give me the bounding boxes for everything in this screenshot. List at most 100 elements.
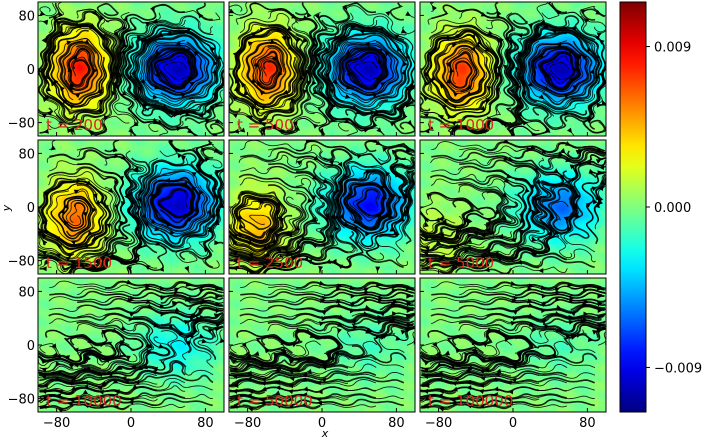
streamline-arrow	[554, 287, 561, 292]
streamline-arrow	[171, 300, 178, 306]
streamline	[379, 303, 414, 311]
streamline-arrow	[315, 397, 322, 403]
streamline-arrow	[74, 93, 81, 99]
streamline-arrow	[215, 102, 221, 108]
streamline-arrow	[294, 126, 300, 131]
streamline-arrow	[271, 55, 277, 62]
streamline-arrow	[302, 37, 308, 44]
streamline-arrow	[583, 299, 589, 305]
streamline-arrow	[593, 198, 598, 205]
streamline	[38, 239, 133, 264]
streamlines-4	[38, 140, 224, 274]
colorbar-tick-label: −0.009	[654, 361, 702, 376]
streamline	[420, 345, 439, 356]
streamline	[229, 208, 302, 251]
streamline	[404, 186, 415, 229]
streamline	[262, 100, 328, 136]
streamline-arrow	[391, 288, 397, 294]
streamline-arrow	[344, 94, 351, 99]
streamline-arrow	[483, 261, 490, 266]
streamline-arrow	[350, 24, 356, 30]
streamline-arrow	[104, 236, 109, 242]
streamline-arrow	[528, 207, 533, 214]
streamline-arrow	[66, 40, 72, 46]
streamline-arrow	[487, 30, 494, 36]
streamline-arrow	[110, 71, 116, 78]
streamline-arrow	[322, 47, 329, 52]
x-axis-label: x	[321, 427, 329, 440]
streamline-arrow	[331, 258, 337, 264]
streamline	[39, 403, 186, 409]
streamline-arrow	[173, 287, 180, 293]
streamline-arrow	[139, 78, 145, 85]
streamline-arrow	[405, 147, 411, 153]
streamlines-9	[420, 281, 606, 412]
streamline	[420, 199, 474, 235]
streamline	[420, 365, 512, 373]
streamline-arrow	[58, 121, 64, 127]
time-label: t = 100000	[428, 392, 513, 410]
streamline-arrow	[73, 189, 80, 195]
streamline-arrow	[87, 338, 93, 344]
streamline-arrow	[594, 35, 600, 41]
y-tick-label: 80	[18, 9, 35, 24]
streamline-arrow	[519, 74, 525, 81]
streamline	[159, 140, 178, 157]
streamline-arrow	[405, 285, 412, 291]
streamline	[420, 389, 457, 395]
streamline-arrow	[580, 8, 587, 14]
streamline-arrow	[260, 105, 266, 111]
x-tick-label: −80	[234, 416, 261, 431]
streamline-arrow	[406, 308, 412, 314]
streamline-arrow	[215, 323, 221, 328]
streamline-arrow	[282, 89, 289, 95]
streamline-arrow	[213, 60, 218, 66]
streamline	[323, 288, 414, 297]
panel-7: t = 10000	[37, 277, 225, 413]
streamline-arrow	[174, 147, 180, 153]
streamline	[421, 370, 568, 379]
panel-1: t = 200	[37, 1, 225, 137]
colorbar-tick-label: 0.000	[654, 201, 691, 216]
streamline-arrow	[392, 298, 398, 304]
streamline-arrow	[505, 49, 510, 55]
streamline-arrow	[243, 90, 249, 96]
streamline-arrow	[349, 302, 356, 308]
streamline-arrow	[132, 384, 138, 390]
y-tick-label: −80	[8, 255, 35, 270]
streamline-arrow	[405, 327, 411, 333]
streamlines-6	[420, 140, 606, 274]
streamline-arrow	[551, 352, 557, 358]
streamline-arrow	[357, 153, 363, 159]
streamline-arrow	[117, 365, 123, 371]
streamline-arrow	[351, 319, 357, 325]
streamline-arrow	[519, 212, 524, 219]
streamline-arrow	[428, 126, 434, 131]
streamline-arrow	[332, 79, 338, 85]
streamline-arrow	[507, 400, 513, 406]
streamline-arrow	[572, 66, 578, 73]
streamline	[195, 140, 214, 179]
streamline-arrow	[587, 46, 592, 53]
streamline	[379, 312, 415, 318]
streamline	[229, 184, 304, 253]
streamline	[229, 379, 376, 388]
streamline-arrow	[166, 221, 173, 227]
streamline-arrow	[320, 377, 327, 383]
streamline-arrow	[52, 16, 59, 21]
streamline-arrow	[363, 287, 370, 293]
streamlines-7	[38, 279, 224, 412]
streamline-arrow	[63, 203, 69, 209]
streamline-arrow	[312, 123, 319, 129]
x-tick-label: −80	[43, 416, 70, 431]
streamline-arrow	[586, 115, 592, 121]
streamline-arrow	[585, 202, 592, 208]
streamline-arrow	[302, 72, 308, 78]
streamline-arrow	[595, 159, 602, 164]
streamline-arrow	[87, 230, 93, 236]
streamline-arrow	[435, 351, 441, 357]
panel-2: t = 500	[228, 1, 416, 137]
streamline-arrow	[400, 28, 407, 34]
y-tick-label: −80	[8, 117, 35, 132]
streamline	[39, 345, 115, 362]
